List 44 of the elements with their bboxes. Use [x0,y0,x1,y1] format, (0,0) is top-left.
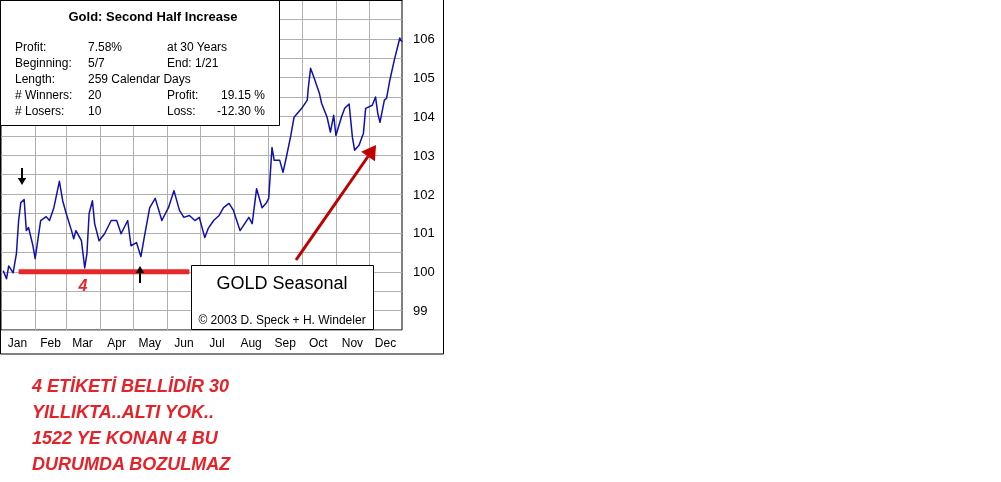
annotation: GOLD Seasonal [216,273,348,293]
y-tick-label: 101 [413,225,435,241]
annotation: 4 [77,276,88,294]
annotation: 10 [88,104,102,118]
text: YILLIKTA..ALTI YOK.. [32,402,214,422]
annotation: 19.15 % [220,88,266,102]
x-tick-label: Oct [308,336,329,350]
x-tick-label: Jul [209,336,225,350]
x-tick-label: Mar [72,336,93,350]
text: 1522 YE KONAN 4 BU [32,428,219,448]
x-tick-label: Jun [174,336,194,350]
annotation: Loss: [167,104,196,118]
x-tick-label: Apr [107,336,127,350]
y-tick-label: 104 [413,108,435,124]
annotation: Beginning: [15,56,72,70]
y-tick-label: 106 [413,31,435,47]
y-tick-label: 100 [413,264,435,280]
text: 4 ETİKETİ BELLİDİR 30 [31,376,230,396]
annotation: # Losers: [15,104,65,118]
annotation: 20 [88,88,102,102]
y-tick-label: 105 [413,70,435,86]
x-tick-label: Nov [341,336,364,350]
annotation: # Winners: [15,88,73,102]
x-tick-label: Aug [240,336,262,350]
annotation: 5/7 [88,56,106,70]
annotation: -12.30 % [216,104,266,118]
x-tick-label: Dec [374,336,397,350]
x-tick-label: Feb [40,336,62,350]
x-tick-label: Sep [274,336,297,350]
annotation: at 30 Years [167,40,228,54]
x-tick-label: May [138,336,162,350]
text: Gold: Second Half Increase [68,8,238,24]
x-tick-label: Jan [7,336,28,350]
annotation: End: 1/21 [167,56,219,70]
y-tick-label: 99 [413,303,428,319]
y-tick-label: 102 [413,186,435,202]
annotation: 7.58% [88,40,123,54]
annotation: © 2003 D. Speck + H. Windeler [198,313,366,327]
annotation: Profit: [15,40,47,54]
annotation: Profit: [167,88,199,102]
annotation: 259 Calendar Days [88,72,191,86]
y-tick-label: 103 [413,147,435,163]
text: DURUMDA BOZULMAZ [32,454,232,474]
annotation: Length: [15,72,56,86]
